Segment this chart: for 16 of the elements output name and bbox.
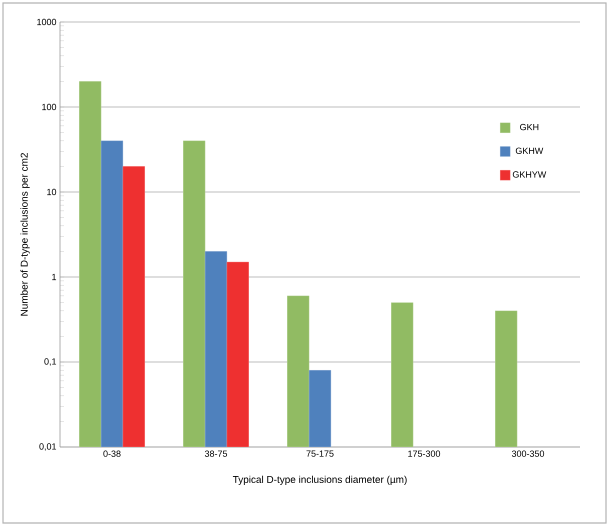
y-tick-label: 0,01 <box>39 443 56 451</box>
legend-label: GKHYW <box>512 171 546 178</box>
y-axis-title: Number of D-type inclusions per cm2 <box>20 153 30 316</box>
y-tick-label: 1000 <box>37 18 56 26</box>
legend-label: GKHW <box>516 148 544 154</box>
x-tick-label: 175-300 <box>408 450 440 457</box>
y-tick-label: 100 <box>42 104 56 110</box>
x-tick-label: 75-175 <box>306 450 334 457</box>
x-tick-label: 0-38 <box>103 450 121 457</box>
y-tick-label: 10 <box>47 188 56 196</box>
x-tick-label: 300-350 <box>512 450 544 457</box>
legend-label: GKH <box>520 124 538 130</box>
x-tick-label: 38-75 <box>204 450 228 457</box>
x-axis-title: Typical D-type inclusions diameter (µm) <box>232 476 407 485</box>
y-tick-label: 1 <box>52 274 56 280</box>
y-tick-label: 0,1 <box>44 358 56 366</box>
